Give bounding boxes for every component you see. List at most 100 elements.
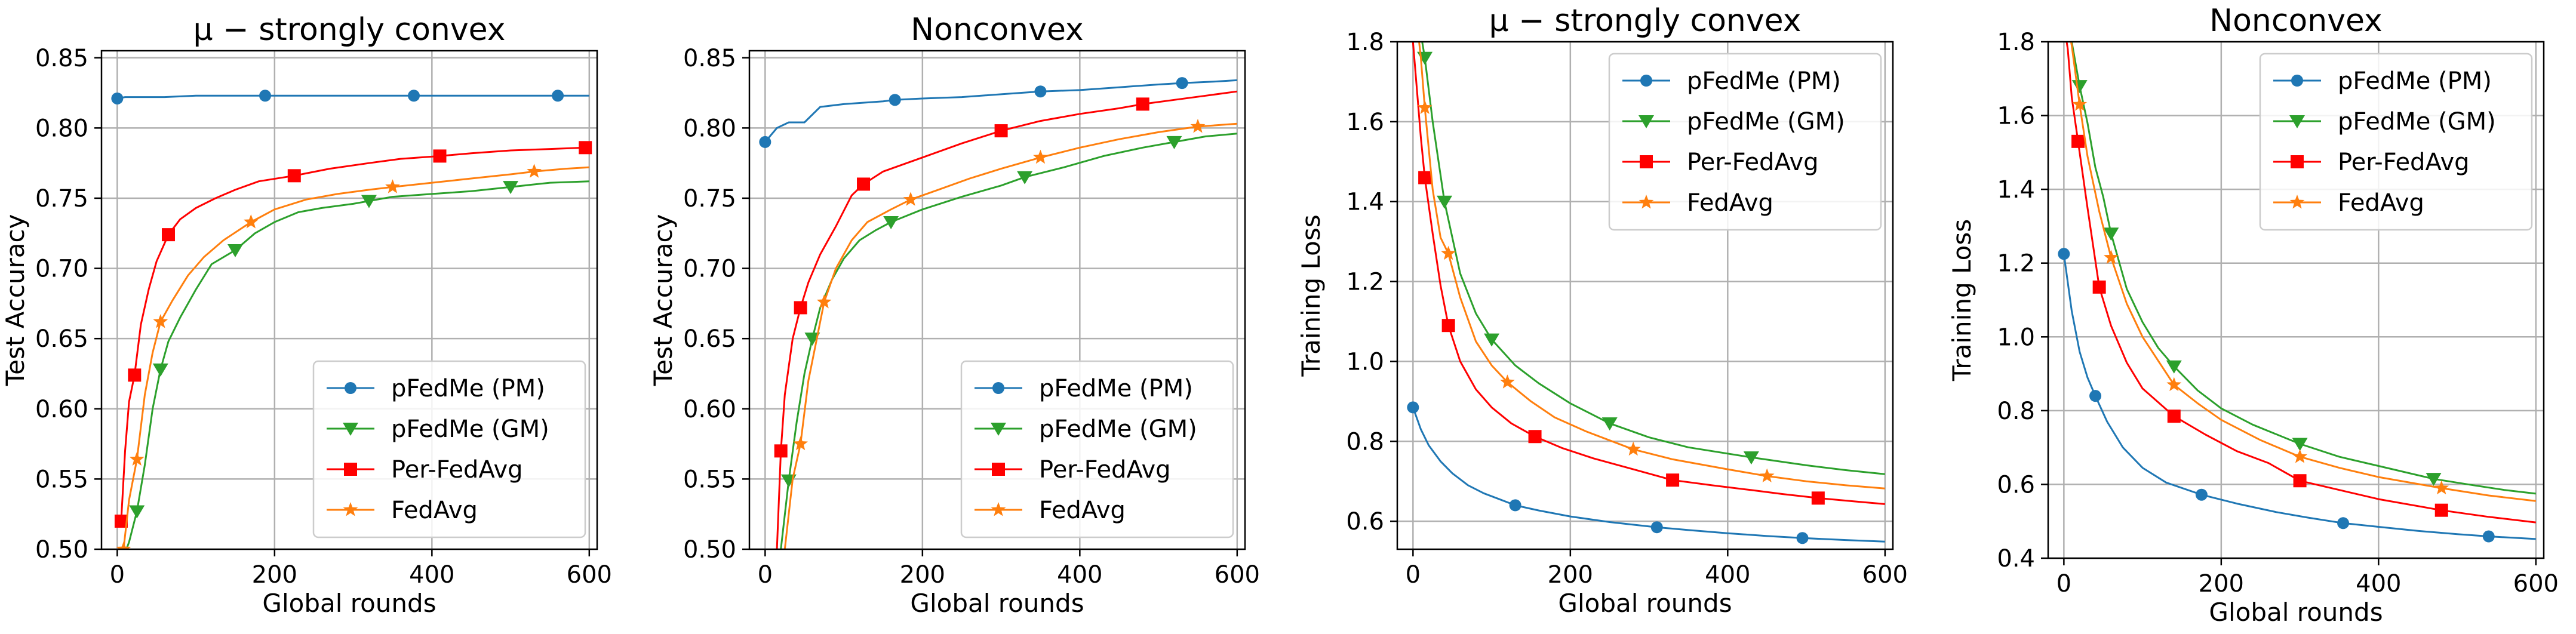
chart-title: μ − strongly convex	[1489, 3, 1802, 39]
data-point-marker	[152, 363, 168, 377]
x-tick-label: 200	[252, 561, 297, 589]
series-line	[1421, 42, 1885, 475]
legend-marker	[345, 382, 356, 394]
data-point-marker	[153, 314, 168, 328]
plot-frame	[1396, 41, 1894, 550]
data-point-marker	[361, 195, 377, 208]
data-point-marker	[994, 124, 1008, 138]
y-tick-label: 0.65	[683, 325, 736, 353]
y-tick-label: 1.8	[1997, 29, 2035, 56]
y-axis-label: Test Accuracy	[648, 214, 678, 387]
data-point-marker	[2089, 390, 2102, 402]
legend-marker	[992, 463, 1005, 476]
data-point-marker	[1509, 499, 1521, 512]
data-point-marker	[2434, 480, 2449, 495]
data-point-marker	[2292, 449, 2307, 463]
data-point-marker	[759, 136, 771, 148]
data-point-marker	[244, 214, 259, 229]
data-point-marker	[287, 169, 301, 183]
data-point-marker	[794, 301, 807, 315]
legend-marker	[1639, 195, 1654, 209]
x-tick-label: 400	[1705, 561, 1750, 589]
series-line	[1412, 407, 1885, 543]
y-tick-label: 1.8	[1346, 29, 1384, 56]
data-point-marker	[1034, 85, 1047, 98]
data-point-marker	[883, 216, 899, 229]
data-point-marker	[1417, 100, 1433, 114]
legend-marker	[991, 423, 1006, 436]
x-axis-label: Global rounds	[262, 589, 436, 618]
data-point-marker	[1625, 441, 1641, 456]
data-point-marker	[1441, 245, 1456, 260]
data-point-marker	[2071, 80, 2088, 94]
y-tick-label: 0.55	[683, 466, 736, 493]
legend-marker	[2289, 115, 2305, 128]
y-tick-label: 0.55	[35, 466, 88, 493]
data-point-marker	[1601, 417, 1618, 431]
legend-label: pFedMe (GM)	[1687, 108, 1845, 136]
data-point-marker	[1176, 77, 1188, 90]
x-axis-label: Global rounds	[2209, 598, 2383, 627]
data-point-marker	[2071, 134, 2085, 148]
data-point-marker	[2166, 360, 2182, 374]
y-tick-label: 1.6	[1346, 109, 1384, 136]
data-point-marker	[857, 177, 871, 191]
data-point-marker	[2103, 227, 2119, 241]
series-group	[759, 77, 1238, 549]
plot-frame	[2047, 41, 2545, 559]
y-tick-label: 0.8	[1997, 398, 2035, 425]
x-tick-label: 0	[758, 561, 773, 589]
legend: pFedMe (PM) pFedMe (GM) Per-FedAvg FedAvg	[960, 360, 1234, 538]
data-point-marker	[2072, 97, 2088, 111]
data-point-marker	[1407, 401, 1419, 414]
y-tick-label: 0.85	[683, 45, 736, 72]
y-axis-label: Training Loss	[1947, 219, 1976, 381]
y-tick-label: 0.75	[35, 185, 88, 213]
legend-marker	[343, 423, 358, 436]
x-tick-label: 600	[1862, 561, 1908, 589]
legend-marker	[343, 502, 358, 516]
data-point-marker	[433, 149, 447, 163]
x-tick-label: 0	[1406, 561, 1421, 589]
data-point-marker	[1166, 136, 1182, 149]
data-point-marker	[889, 94, 901, 106]
y-tick-label: 0.8	[1346, 428, 1384, 456]
y-tick-label: 0.50	[683, 536, 736, 564]
series-line	[783, 122, 1237, 549]
data-point-marker	[1796, 532, 1809, 544]
y-tick-label: 0.75	[683, 185, 736, 213]
x-tick-label: 400	[1057, 561, 1102, 589]
chart-panel-3: 0 200 400 600 0.6 0.8 1.0 1.2 1.4 1.6 1.8 μ − stron…	[1296, 3, 1908, 618]
legend-marker	[992, 382, 1004, 394]
series-group	[111, 90, 592, 549]
plot-frame	[748, 50, 1246, 550]
series-line	[125, 180, 589, 549]
data-point-marker	[1136, 97, 1149, 111]
legend-label: pFedMe (PM)	[1687, 67, 1841, 95]
legend-label: pFedMe (PM)	[391, 375, 545, 402]
chart-title: Nonconvex	[2209, 3, 2383, 39]
series-line	[1412, 42, 1885, 505]
data-point-marker	[227, 244, 243, 257]
legend-label: FedAvg	[391, 497, 478, 524]
legend-label: pFedMe (GM)	[2338, 108, 2496, 136]
data-point-marker	[2104, 250, 2119, 264]
legend-marker	[2291, 155, 2304, 168]
y-tick-label: 0.50	[35, 536, 88, 564]
data-point-marker	[2337, 517, 2350, 530]
data-point-marker	[816, 294, 832, 309]
y-tick-label: 0.65	[35, 325, 88, 353]
data-point-marker	[2293, 474, 2307, 488]
series-group	[1407, 42, 1885, 544]
y-tick-label: 1.0	[1346, 348, 1384, 376]
data-point-marker	[259, 90, 272, 102]
data-point-marker	[1441, 319, 1455, 333]
y-tick-label: 1.4	[1997, 176, 2035, 204]
x-tick-label: 600	[567, 561, 612, 589]
y-tick-label: 1.0	[1997, 324, 2035, 351]
data-point-marker	[2166, 377, 2182, 392]
data-point-marker	[1811, 491, 1825, 505]
legend: pFedMe (PM) pFedMe (GM) Per-FedAvg FedAvg	[2259, 53, 2533, 231]
x-tick-label: 200	[900, 561, 945, 589]
legend-label: pFedMe (PM)	[2338, 67, 2492, 95]
